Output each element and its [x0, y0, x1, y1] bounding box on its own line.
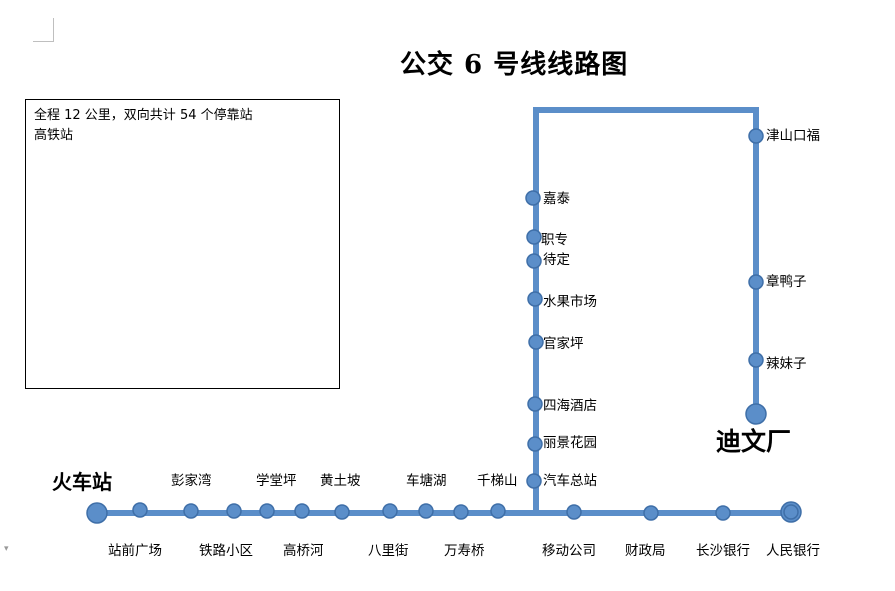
- diagram-title: 公交 6 号线线路图: [400, 50, 629, 80]
- stop-marker: [715, 505, 731, 521]
- stop-label: 辣妹子: [766, 356, 807, 372]
- stop-marker: [490, 503, 506, 519]
- stop-marker: [525, 190, 541, 206]
- terminal-start-marker: [86, 502, 108, 524]
- stop-marker: [334, 504, 350, 520]
- stop-label: 车塘湖: [406, 473, 447, 489]
- stop-marker: [643, 505, 659, 521]
- stop-label: 万寿桥: [444, 543, 485, 559]
- stop-marker: [527, 436, 543, 452]
- stop-marker: [748, 352, 764, 368]
- stop-marker: [453, 504, 469, 520]
- stop-label: 职专: [541, 232, 568, 248]
- stop-label: 铁路小区: [199, 543, 253, 559]
- stop-marker: [748, 274, 764, 290]
- stop-label: 千梯山: [477, 473, 518, 489]
- stop-marker: [527, 291, 543, 307]
- stop-marker: [418, 503, 434, 519]
- stop-label: 四海酒店: [543, 398, 597, 414]
- terminal-start-label: 火车站: [52, 470, 112, 494]
- stop-marker: [526, 473, 542, 489]
- info-line-2: 高铁站: [34, 128, 74, 143]
- stop-label: 高桥河: [283, 543, 324, 559]
- stop-marker: [783, 504, 799, 520]
- stop-label: 学堂坪: [256, 473, 297, 489]
- stop-marker: [566, 504, 582, 520]
- stop-marker: [526, 229, 542, 245]
- stop-label: 黄土坡: [320, 473, 361, 489]
- stop-label: 汽车总站: [543, 473, 597, 489]
- stop-label: 八里街: [368, 543, 409, 559]
- stop-marker: [132, 502, 148, 518]
- stop-marker: [528, 334, 544, 350]
- stop-marker: [527, 396, 543, 412]
- stop-marker: [259, 503, 275, 519]
- info-line-1: 全程 12 公里，双向共计 54 个停靠站: [34, 108, 253, 123]
- stop-label: 官家坪: [543, 336, 584, 352]
- stop-marker: [226, 503, 242, 519]
- terminal-end-label: 迪文厂: [716, 427, 792, 456]
- stop-marker: [526, 253, 542, 269]
- stop-label: 财政局: [625, 543, 666, 559]
- stop-marker: [294, 503, 310, 519]
- stop-marker: [183, 503, 199, 519]
- stop-label: 彭家湾: [171, 473, 212, 489]
- info-text-box: 全程 12 公里，双向共计 54 个停靠站 高铁站: [25, 99, 340, 389]
- stop-label: 津山口福: [766, 128, 820, 144]
- stop-label: 人民银行: [766, 543, 820, 559]
- terminal-end-marker: [745, 403, 767, 425]
- page-corner-mark: [33, 18, 54, 42]
- scroll-marker: ▾: [4, 544, 9, 554]
- stop-marker: [382, 503, 398, 519]
- stop-label: 站前广场: [108, 543, 162, 559]
- stop-label: 丽景花园: [543, 435, 597, 451]
- stop-label: 待定: [543, 252, 570, 268]
- stop-label: 移动公司: [542, 543, 596, 559]
- stop-label: 章鸭子: [766, 274, 807, 290]
- stop-label: 嘉泰: [543, 191, 570, 207]
- stop-marker: [748, 128, 764, 144]
- stop-label: 长沙银行: [696, 543, 750, 559]
- stop-label: 水果市场: [543, 294, 597, 310]
